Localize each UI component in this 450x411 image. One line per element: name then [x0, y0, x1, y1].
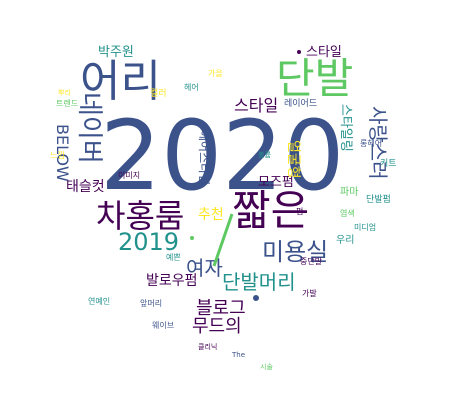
word-danbalpum: 단발펌	[366, 195, 391, 205]
word-longhair: 롱헤어	[360, 139, 383, 148]
word-mudeui: 무드의	[192, 316, 242, 337]
word-ppuri: 뿌리	[58, 89, 71, 97]
word-layered: 레이어드	[284, 99, 318, 109]
dot-mark	[253, 295, 259, 301]
word-miyongsil: 미용실	[262, 238, 329, 266]
word-wave: 웨이브	[152, 321, 175, 330]
word-ballowpum: 발로우펌	[146, 273, 198, 289]
word-the: The	[232, 351, 246, 359]
word-style-2: 스타일	[234, 96, 279, 115]
word-hairstyle: 헤어스타일	[197, 130, 211, 186]
word-clinic: 클리닉	[198, 343, 218, 351]
word-styling: 스타일링	[338, 104, 353, 152]
word-gabal: 가발	[302, 289, 317, 298]
word-mojeupum: 모즈펌	[258, 175, 294, 190]
word-eolgulhyeong: 얼굴형	[285, 140, 301, 179]
word-2020: 2020	[100, 100, 345, 212]
word-naver: 네이버	[74, 92, 104, 164]
word-trend: 트렌드	[56, 99, 79, 108]
word-hair: 헤어	[184, 83, 199, 92]
word-uri: 우리	[336, 235, 355, 246]
word-sisul: 시술	[260, 363, 273, 371]
word-pama: 파마	[340, 187, 359, 198]
word-chahongroom: 차홍룸	[96, 197, 185, 235]
word-neukkim: 느낌	[50, 151, 65, 160]
word-jungdanbal: 중단발	[300, 257, 323, 266]
word-style-1: 스타일	[306, 45, 342, 60]
word-gaeul: 가을	[208, 69, 223, 78]
word-yeonyein: 연예인	[88, 297, 111, 306]
word-cut: 커트	[380, 159, 397, 169]
word-chucheon: 추천	[198, 207, 224, 223]
word-blog: 블로그	[196, 298, 246, 319]
word-volume: 볼륨	[258, 151, 271, 159]
word-yeomsaek: 염색	[340, 209, 355, 218]
word-2019: 2019	[118, 228, 180, 256]
word-pum: 펌	[296, 207, 304, 216]
word-medium: 미디엄	[354, 223, 377, 232]
word-yeppeun: 예쁜	[166, 253, 181, 262]
word-apmeori: 앞머리	[140, 299, 163, 308]
word-eori: 어리	[80, 56, 161, 107]
word-color: 컬러	[150, 89, 167, 99]
word-danbalmeori: 단발머리	[222, 270, 296, 294]
word-danbal: 단발	[276, 54, 354, 103]
dot-mark	[190, 236, 194, 240]
word-parkjuwon: 박주원	[98, 45, 134, 60]
word-tasselcut: 태슬컷	[66, 179, 105, 195]
word-image: 이미지	[118, 171, 141, 180]
word-jjalbeun: 짧은	[232, 186, 310, 235]
